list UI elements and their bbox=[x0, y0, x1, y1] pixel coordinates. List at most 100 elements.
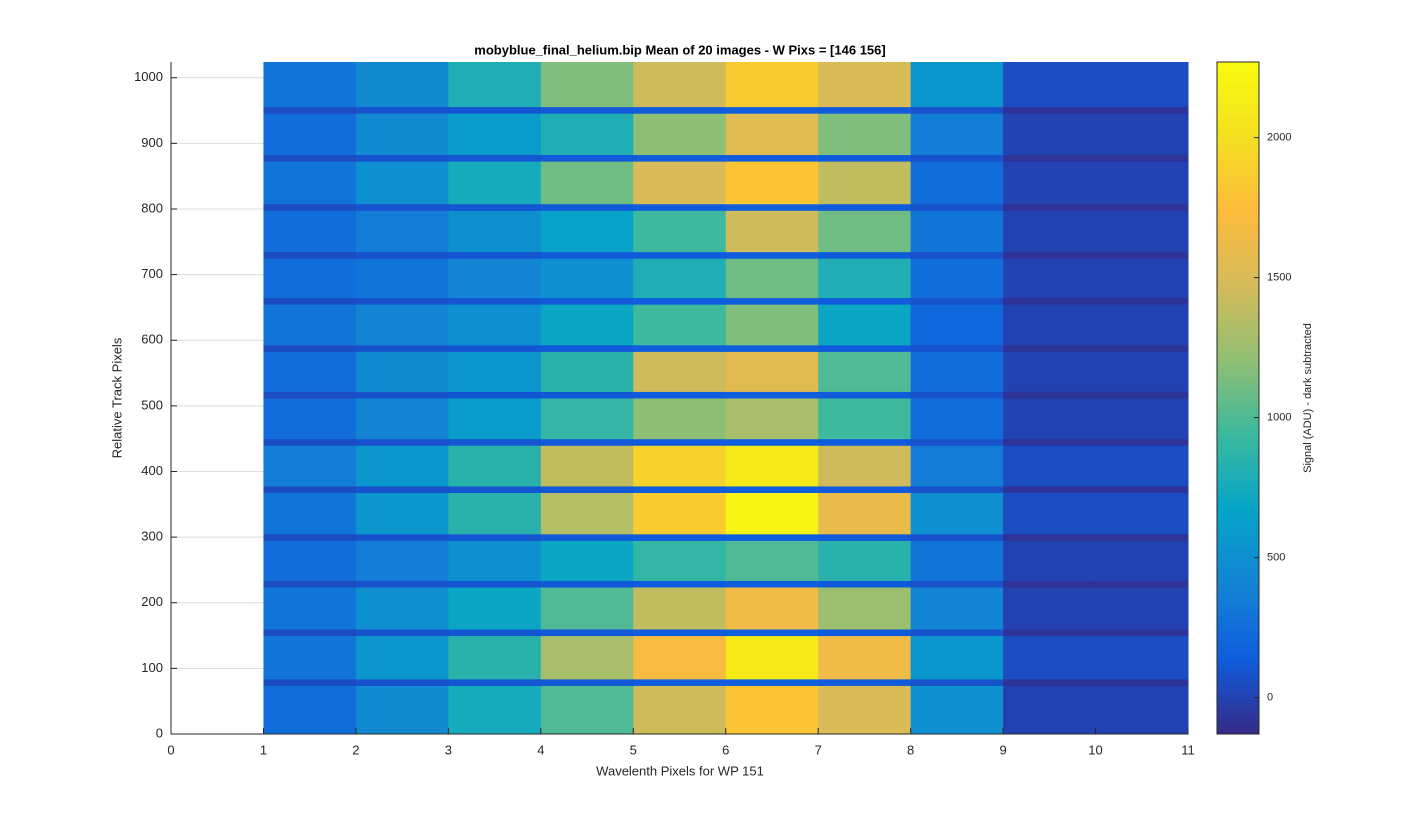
x-tick-label: 3 bbox=[445, 742, 452, 757]
heatmap-cell bbox=[1003, 540, 1097, 581]
heatmap-cell bbox=[540, 62, 634, 108]
heatmap-cell bbox=[448, 304, 542, 346]
heatmap-cell bbox=[1095, 106, 1189, 114]
heatmap-cell bbox=[263, 635, 357, 680]
heatmap-cell bbox=[1003, 258, 1097, 299]
heatmap-cell bbox=[633, 635, 727, 680]
heatmap-cell bbox=[818, 685, 912, 735]
heatmap-cell bbox=[263, 540, 357, 581]
heatmap-cell bbox=[355, 635, 449, 680]
heatmap-cell bbox=[448, 445, 542, 487]
heatmap-cell bbox=[818, 344, 912, 352]
heatmap-cell bbox=[448, 678, 542, 686]
heatmap-cell bbox=[725, 540, 819, 581]
heatmap-cell bbox=[1095, 398, 1189, 440]
heatmap-cell bbox=[1095, 210, 1189, 253]
heatmap-cell bbox=[540, 210, 634, 253]
heatmap-cell bbox=[448, 580, 542, 588]
heatmap-cell bbox=[263, 678, 357, 686]
heatmap-cell bbox=[448, 629, 542, 637]
heatmap-cell bbox=[355, 351, 449, 392]
heatmap-cell bbox=[910, 629, 1004, 637]
heatmap-cell bbox=[725, 251, 819, 259]
heatmap-cell bbox=[263, 154, 357, 162]
heatmap-cell bbox=[910, 533, 1004, 541]
heatmap-cell bbox=[910, 258, 1004, 299]
heatmap-cell bbox=[818, 258, 912, 299]
heatmap-cell bbox=[910, 445, 1004, 487]
heatmap-cell bbox=[910, 540, 1004, 581]
heatmap-cell bbox=[355, 438, 449, 446]
heatmap-cell bbox=[910, 297, 1004, 305]
heatmap-cell bbox=[540, 398, 634, 440]
colorbar-tick-label: 1500 bbox=[1267, 272, 1291, 284]
heatmap-cell bbox=[355, 304, 449, 346]
heatmap-cell bbox=[818, 113, 912, 156]
heatmap-cell bbox=[818, 154, 912, 162]
x-tick-label: 5 bbox=[630, 742, 637, 757]
heatmap-cell bbox=[1003, 533, 1097, 541]
colorbar-label: Signal (ADU) - dark subtracted bbox=[1302, 323, 1314, 473]
x-tick-label: 6 bbox=[722, 742, 729, 757]
heatmap-cell bbox=[633, 258, 727, 299]
heatmap-cell bbox=[1095, 203, 1189, 211]
heatmap-cell bbox=[818, 580, 912, 588]
heatmap-cell bbox=[263, 485, 357, 493]
heatmap-cell bbox=[355, 161, 449, 205]
heatmap-cell bbox=[540, 113, 634, 156]
heatmap-cell bbox=[1095, 438, 1189, 446]
heatmap-cell bbox=[725, 580, 819, 588]
heatmap-cell bbox=[540, 258, 634, 299]
heatmap-cell bbox=[910, 304, 1004, 346]
heatmap-cell bbox=[263, 391, 357, 399]
heatmap-cell bbox=[818, 438, 912, 446]
heatmap-cell bbox=[910, 106, 1004, 114]
y-tick-label: 500 bbox=[141, 397, 163, 412]
heatmap-cell bbox=[355, 445, 449, 487]
heatmap-cell bbox=[1003, 351, 1097, 392]
heatmap-cell bbox=[263, 629, 357, 637]
heatmap-cell bbox=[1003, 251, 1097, 259]
heatmap-cell bbox=[355, 587, 449, 630]
heatmap-cell bbox=[633, 685, 727, 735]
heatmap-cell bbox=[818, 492, 912, 535]
heatmap-cell bbox=[355, 210, 449, 253]
heatmap-cell bbox=[633, 533, 727, 541]
heatmap-cell bbox=[448, 210, 542, 253]
heatmap-cell bbox=[1095, 251, 1189, 259]
heatmap-cell bbox=[633, 438, 727, 446]
heatmap-cell bbox=[910, 161, 1004, 205]
heatmap-cell bbox=[910, 678, 1004, 686]
heatmap-cell bbox=[263, 344, 357, 352]
heatmap-cell bbox=[355, 485, 449, 493]
heatmap-cell bbox=[1003, 438, 1097, 446]
colorbar-tick-label: 500 bbox=[1267, 552, 1285, 564]
heatmap-cell bbox=[540, 154, 634, 162]
heatmap-cell bbox=[1095, 635, 1189, 680]
y-tick-label: 1000 bbox=[134, 69, 163, 84]
heatmap-cell bbox=[448, 344, 542, 352]
heatmap-cell bbox=[910, 251, 1004, 259]
heatmap-cell bbox=[818, 678, 912, 686]
heatmap-cell bbox=[355, 203, 449, 211]
heatmap-cell bbox=[818, 485, 912, 493]
heatmap-cell bbox=[633, 344, 727, 352]
y-tick-label: 700 bbox=[141, 266, 163, 281]
heatmap-cell bbox=[725, 106, 819, 114]
heatmap-cell bbox=[263, 203, 357, 211]
heatmap-cell bbox=[540, 635, 634, 680]
heatmap-cell bbox=[1003, 398, 1097, 440]
heatmap-cell bbox=[725, 391, 819, 399]
heatmap-cell bbox=[355, 154, 449, 162]
heatmap-cell bbox=[448, 540, 542, 581]
heatmap-cell bbox=[1003, 62, 1097, 108]
heatmap-cell bbox=[263, 113, 357, 156]
y-tick-label: 800 bbox=[141, 200, 163, 215]
x-tick-label: 2 bbox=[352, 742, 359, 757]
heatmap-cell bbox=[910, 492, 1004, 535]
heatmap-cell bbox=[540, 161, 634, 205]
heatmap-cell bbox=[1003, 210, 1097, 253]
heatmap-cell bbox=[633, 154, 727, 162]
heatmap-cell bbox=[355, 391, 449, 399]
heatmap-cell bbox=[633, 587, 727, 630]
